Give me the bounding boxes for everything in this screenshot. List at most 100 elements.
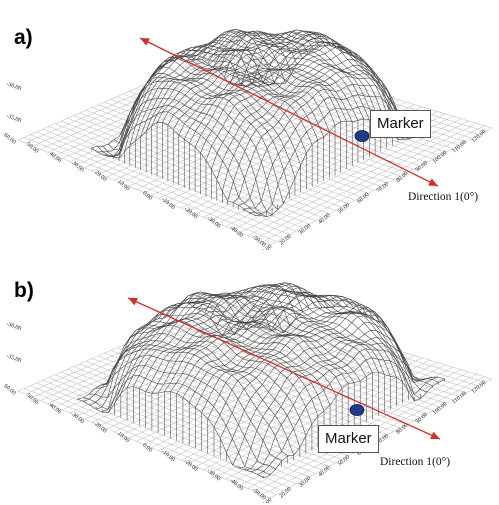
surface-mesh-line — [190, 37, 359, 121]
floor-grid-line — [173, 348, 392, 458]
floor-grid-line — [135, 339, 395, 432]
floor-grid-line — [166, 94, 384, 202]
y-axis-tick-label: 0.00 — [141, 442, 153, 453]
surface-mesh-line — [227, 283, 421, 400]
surface-mesh-line — [221, 284, 415, 402]
x-axis-tick-label: 20.00 — [279, 486, 293, 499]
z-axis-tick-label: -35.00 — [5, 113, 22, 124]
surface-mesh-line — [146, 313, 337, 397]
arrow-head — [140, 38, 150, 46]
surface-mesh-line — [162, 30, 331, 123]
x-axis-tick-label: 10.00 — [259, 497, 273, 503]
surface-mesh-line — [201, 28, 370, 120]
floor-grid-line — [180, 350, 399, 461]
surface-mesh-line — [108, 98, 273, 216]
x-axis-tick-label: 100.00 — [432, 150, 448, 165]
floor-grid-line — [215, 53, 480, 136]
surface-mesh-line — [152, 55, 319, 141]
surface-mesh-line — [210, 286, 403, 382]
z-axis-ticks-a: -30.00 -35.00 — [5, 81, 22, 124]
x-axis-tick-label: 40.00 — [317, 465, 331, 478]
surface-mesh-line — [94, 355, 282, 462]
surface-mesh-line — [174, 46, 342, 122]
surface-mesh-line — [152, 306, 343, 389]
x-axis-tick-label: 50.00 — [337, 454, 351, 467]
surface-mesh-line — [224, 30, 393, 134]
surface-mesh-b — [77, 282, 445, 479]
direction-arrow-a — [139, 37, 439, 187]
floor-grid-line — [203, 357, 423, 470]
surface-mesh-line — [187, 291, 379, 373]
surface-mesh-line — [196, 31, 364, 119]
surface-mesh-line — [185, 42, 353, 122]
surface-mesh-line — [219, 315, 400, 439]
floor-grid-line — [178, 69, 440, 156]
z-axis-tick-label: -30.00 — [5, 321, 22, 332]
z-axis-ticks-b: -30.00 -35.00 — [5, 321, 22, 364]
surface-mesh-line — [119, 80, 284, 204]
floor-grid-line — [159, 328, 421, 418]
y-axis-tick-label: 60.00 — [2, 132, 16, 145]
x-axis-tick-label: 10.00 — [259, 244, 273, 250]
surface-mesh-line — [239, 285, 433, 387]
floor-grid-line — [166, 74, 427, 163]
floor-grid-line — [215, 304, 480, 387]
marker-dot — [354, 130, 370, 142]
floor-grid-line — [151, 90, 368, 196]
marker-dot — [349, 404, 365, 416]
surface-mesh-line — [100, 348, 288, 457]
panel-a: 60.00 50.00 40.00 30.00 20.00 10.00 0.00 -10.00… — [0, 0, 499, 250]
surface-mesh-line — [204, 290, 397, 378]
surface-mesh-line — [192, 293, 385, 375]
surface-plot-b: 60.0050.0040.0030.0020.0010.000.00-10.00… — [2, 282, 493, 503]
surface-mesh-line — [113, 88, 278, 210]
floor-grid-line — [159, 77, 421, 167]
marker-dot-b — [349, 404, 365, 416]
arrow-head — [128, 298, 138, 306]
surface-mesh-line — [245, 295, 439, 383]
arrow-shaft — [139, 37, 439, 187]
floor-grid-line — [141, 85, 401, 177]
panel-b: 60.00 50.00 40.00 30.00 20.00 10.00 0.00 -10.00… — [0, 253, 499, 503]
x-axis-tick-label: 30.00 — [298, 476, 312, 489]
z-axis-tick-label: -35.00 — [5, 353, 22, 364]
surface-plot-a: 60.0050.0040.0030.0020.0010.000.00-10.00… — [2, 28, 493, 250]
floor-grid-line — [166, 345, 384, 455]
floor-grid-line — [232, 367, 454, 483]
y-axis-tick-label: 10.00 — [116, 431, 130, 444]
y-axis-tick-label: -40.00 — [228, 225, 244, 240]
y-axis-tick-label: 20.00 — [93, 170, 107, 183]
surface-mesh-line — [181, 293, 373, 373]
surface-mesh-line — [163, 54, 330, 132]
panel-label-a: a) — [14, 26, 33, 49]
surface-mesh-line — [88, 365, 276, 470]
surface-mesh-line — [83, 375, 270, 476]
y-axis-tick-label: 40.00 — [48, 151, 62, 164]
floor-grid-line — [172, 72, 434, 160]
surface-mesh-line — [251, 305, 445, 381]
direction-label-a: Direction 1(0°) — [408, 191, 479, 203]
surface-mesh-line — [169, 300, 361, 382]
arrow-shaft — [127, 297, 441, 440]
direction-arrow-b — [127, 297, 441, 440]
floor-grid-line — [255, 123, 477, 240]
surface-mesh-line — [130, 72, 296, 178]
floor-grid-line — [210, 359, 430, 474]
floor-grid-line — [166, 325, 427, 415]
floor-grid-line — [122, 93, 382, 187]
y-axis-tick-label: 60.00 — [2, 383, 16, 396]
surface-mesh-line — [251, 36, 422, 134]
marker-label-b: Marker — [318, 425, 379, 453]
surface-mesh-line — [158, 302, 349, 384]
floor-grid-line — [247, 120, 469, 236]
floor-grid-line — [269, 378, 493, 499]
floor-grid-line — [225, 364, 446, 480]
floor-grid-line — [153, 80, 414, 170]
direction-label-b: Direction 1(0°) — [380, 456, 451, 468]
surface-mesh-line — [240, 31, 410, 140]
floor-grid-line — [122, 344, 382, 439]
floor-grid-line — [184, 317, 447, 404]
y-axis-tick-label: 50.00 — [25, 393, 39, 406]
y-axis-tick-label: 20.00 — [93, 421, 107, 434]
surface-mesh-line — [111, 340, 301, 448]
